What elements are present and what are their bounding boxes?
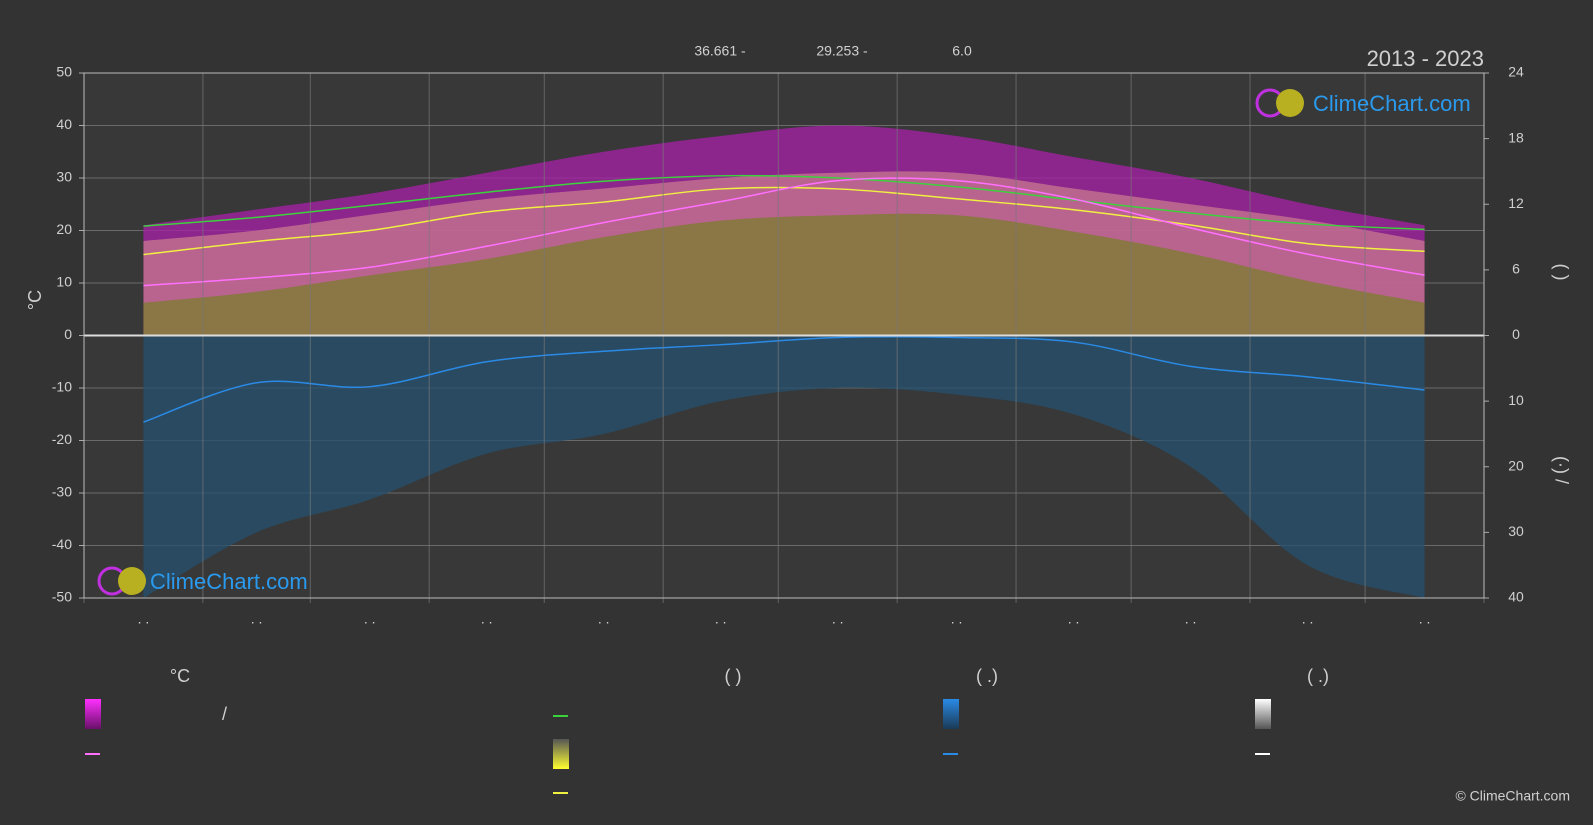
y3-tick-label: 20: [1508, 457, 1524, 473]
logo-sun: [118, 567, 146, 595]
y-tick-label: 10: [56, 274, 72, 290]
legend-swatch: [943, 699, 959, 729]
legend-swatch: [1255, 699, 1271, 729]
plot-frame: [83, 72, 1485, 599]
y2-tick-label: 18: [1508, 129, 1524, 145]
x-tick-label: . .: [951, 611, 963, 627]
line: [143, 174, 1425, 231]
line: [143, 335, 1425, 423]
x-tick-label: . .: [832, 611, 844, 627]
y-tick-label: 50: [56, 64, 72, 80]
logo-top: ClimeChart.com: [1255, 88, 1471, 118]
x-tick-label: . .: [1068, 611, 1080, 627]
y2-tick-label: 24: [1508, 64, 1524, 80]
y3-tick-label: 40: [1508, 589, 1524, 605]
y2-tick-label: 0: [1512, 326, 1520, 342]
legend-header: °C: [170, 666, 190, 686]
y-tick-label: -50: [52, 589, 72, 605]
legend-header: ( ): [725, 666, 742, 686]
y3-tick-label: 10: [1508, 392, 1524, 408]
area: [143, 213, 1425, 336]
line: [143, 177, 1425, 287]
y2-tick-label: 12: [1508, 195, 1524, 211]
y-tick-label: -40: [52, 536, 72, 552]
x-tick-label: . .: [1302, 611, 1314, 627]
y3-axis-label: (·) /: [1551, 456, 1571, 484]
x-tick-label: . .: [598, 611, 610, 627]
x-tick-label: . .: [481, 611, 493, 627]
y2-tick-label: 6: [1512, 261, 1520, 277]
area: [143, 335, 1425, 598]
line: [143, 186, 1425, 256]
x-tick-label: . .: [138, 611, 150, 627]
x-tick-label: . .: [364, 611, 376, 627]
y-tick-label: 0: [64, 326, 72, 342]
logo-text: ClimeChart.com: [150, 569, 308, 594]
x-tick-label: . .: [1419, 611, 1431, 627]
x-tick-label: . .: [1185, 611, 1197, 627]
legend: °C ( ) ( .) ( .) /: [85, 666, 1329, 794]
legend-swatch: [553, 739, 569, 769]
y-tick-label: 30: [56, 169, 72, 185]
x-tick-label: . .: [251, 611, 263, 627]
y-tick-label: -30: [52, 484, 72, 500]
legend-text: /: [222, 704, 227, 724]
y2-axis-label: ( ): [1551, 264, 1571, 281]
chart-title: 2013 - 2023: [1367, 46, 1484, 71]
y-axis-label: °C: [25, 290, 45, 310]
legend-header: ( .): [1307, 666, 1329, 686]
y-tick-label: 40: [56, 116, 72, 132]
logo-text: ClimeChart.com: [1313, 91, 1471, 116]
y-tick-label: 20: [56, 221, 72, 237]
copyright: © ClimeChart.com: [1455, 788, 1570, 804]
annotation: 6.0: [952, 43, 972, 59]
logo-bottom: ClimeChart.com: [97, 566, 308, 596]
annotation: 36.661 -: [694, 43, 746, 59]
annotation: 29.253 -: [816, 43, 868, 59]
logo-sun: [1276, 89, 1304, 117]
x-tick-label: . .: [715, 611, 727, 627]
y-tick-label: -20: [52, 431, 72, 447]
legend-swatch: [85, 699, 101, 729]
y-tick-label: -10: [52, 379, 72, 395]
legend-header: ( .): [976, 666, 998, 686]
y3-tick-label: 30: [1508, 523, 1524, 539]
